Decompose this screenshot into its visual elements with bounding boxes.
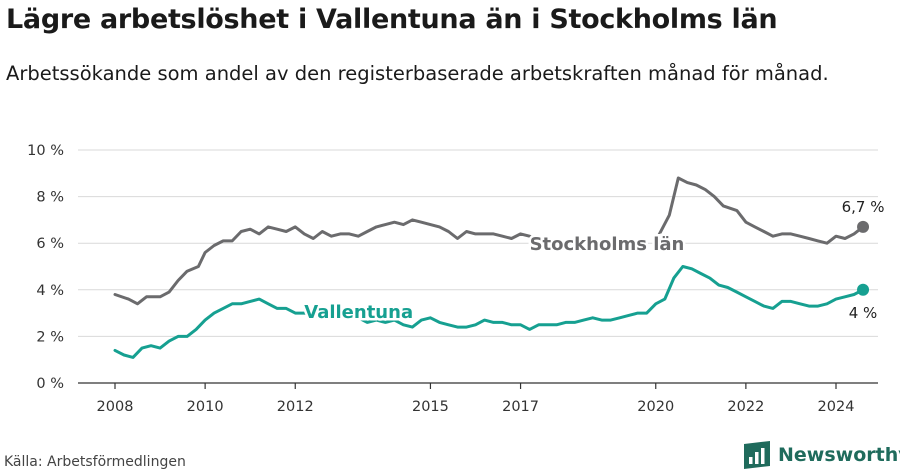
y-tick-label: 8 % bbox=[36, 190, 64, 206]
y-tick-label: 4 % bbox=[36, 283, 64, 299]
x-tick-label: 2012 bbox=[277, 399, 314, 415]
series-label-vallentuna: Vallentuna bbox=[304, 302, 413, 323]
series-label-stockholms-län: Stockholms län bbox=[530, 234, 685, 255]
x-tick-label: 2022 bbox=[727, 399, 764, 415]
end-value-label-vallentuna: 4 % bbox=[849, 304, 878, 322]
brand-name: Newsworthy bbox=[778, 444, 900, 466]
x-tick-label: 2020 bbox=[637, 399, 674, 415]
series-line-stockholms-län bbox=[654, 176, 865, 245]
x-tick-label: 2015 bbox=[412, 399, 449, 415]
source-note: Källa: Arbetsförmedlingen bbox=[4, 454, 186, 470]
y-tick-label: 2 % bbox=[36, 329, 64, 345]
brand-logo: Newsworthy bbox=[744, 441, 900, 469]
end-value-label-stockholms-län: 6,7 % bbox=[842, 198, 885, 216]
x-tick-label: 2017 bbox=[502, 399, 539, 415]
y-tick-label: 10 % bbox=[27, 143, 64, 159]
newsworthy-logo-icon bbox=[744, 441, 770, 469]
chart-title: Lägre arbetslöshet i Vallentuna än i Sto… bbox=[6, 4, 778, 35]
x-tick-label: 2010 bbox=[187, 399, 224, 415]
series-line-vallentuna bbox=[113, 265, 865, 359]
y-tick-label: 0 % bbox=[36, 376, 64, 392]
series-line-stockholms-län bbox=[113, 218, 572, 306]
end-point-stockholms-län bbox=[857, 220, 870, 233]
x-tick-label: 2024 bbox=[818, 399, 855, 415]
chart-subtitle: Arbetssökande som andel av den registerb… bbox=[6, 62, 829, 85]
end-point-vallentuna bbox=[857, 283, 870, 296]
x-tick-label: 2008 bbox=[97, 399, 134, 415]
y-tick-label: 6 % bbox=[36, 236, 64, 252]
